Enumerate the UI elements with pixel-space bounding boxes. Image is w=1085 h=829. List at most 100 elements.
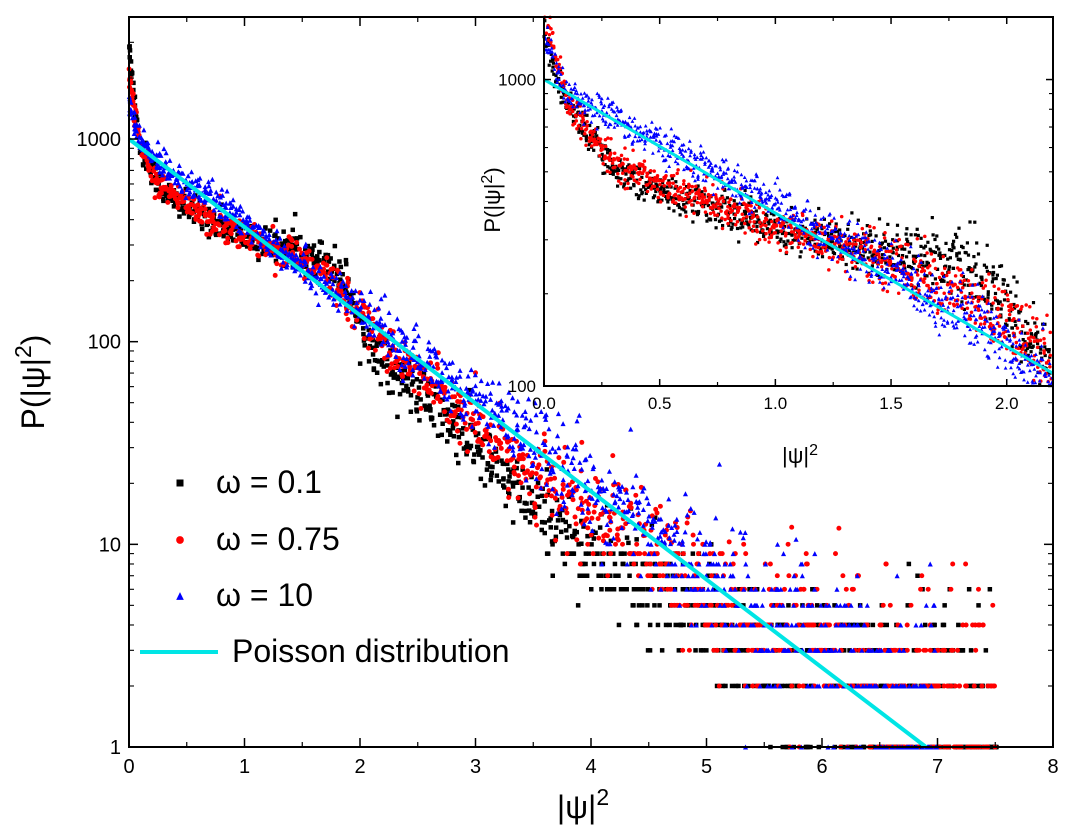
data-point <box>960 648 965 653</box>
data-point <box>975 683 981 689</box>
data-point <box>235 244 241 250</box>
data-point <box>274 261 280 267</box>
data-point <box>833 551 838 557</box>
data-point <box>560 551 566 556</box>
data-point <box>399 372 405 378</box>
data-point <box>649 522 655 528</box>
data-point <box>857 622 862 628</box>
data-point <box>757 205 762 210</box>
data-point <box>538 485 544 491</box>
data-point <box>718 196 722 201</box>
data-point <box>904 647 910 653</box>
data-point <box>968 292 972 296</box>
data-point <box>674 201 678 205</box>
data-point <box>619 551 624 556</box>
data-point <box>754 220 759 224</box>
data-point <box>923 234 927 239</box>
data-point <box>179 189 185 194</box>
data-point <box>931 233 935 237</box>
data-point <box>671 181 675 185</box>
data-point <box>991 265 995 269</box>
data-point <box>572 514 578 520</box>
data-point <box>813 242 817 246</box>
data-point <box>962 307 966 311</box>
data-point <box>390 370 395 376</box>
data-point <box>631 175 635 179</box>
data-point <box>165 199 171 205</box>
data-point <box>583 131 587 136</box>
data-point <box>888 255 892 259</box>
data-point <box>586 147 591 151</box>
data-point <box>235 232 240 237</box>
data-point <box>410 379 416 384</box>
data-point <box>619 181 623 186</box>
data-point <box>520 467 525 472</box>
data-point <box>521 424 527 430</box>
data-point <box>309 283 315 288</box>
data-point <box>672 522 678 528</box>
data-point <box>451 419 456 424</box>
data-point <box>733 622 739 628</box>
data-point <box>623 146 627 150</box>
data-point <box>575 483 581 489</box>
data-point <box>564 510 570 516</box>
data-point <box>389 361 395 367</box>
data-point <box>966 587 972 592</box>
data-point <box>932 622 937 628</box>
data-point <box>593 530 598 535</box>
data-point <box>339 283 345 289</box>
data-point <box>658 200 663 204</box>
data-point <box>559 494 565 500</box>
data-point <box>457 440 463 446</box>
data-point <box>675 171 679 176</box>
data-point <box>607 158 612 163</box>
data-point <box>878 622 884 628</box>
data-point <box>823 622 829 628</box>
data-point <box>425 393 431 398</box>
data-point <box>691 220 695 224</box>
data-point <box>374 370 380 375</box>
data-point <box>636 197 641 201</box>
data-point <box>382 292 388 298</box>
data-point <box>1013 319 1017 323</box>
data-point <box>834 222 838 226</box>
data-point <box>392 372 398 377</box>
data-point <box>585 541 591 547</box>
data-point <box>721 224 725 228</box>
data-point <box>860 226 865 231</box>
data-point <box>730 551 736 557</box>
data-point <box>647 573 653 579</box>
data-point <box>674 197 678 201</box>
data-point <box>631 587 637 592</box>
data-point <box>767 230 772 234</box>
data-point <box>621 169 625 173</box>
data-point <box>639 188 643 192</box>
data-point <box>453 379 459 384</box>
data-point <box>798 255 802 259</box>
data-point <box>767 240 771 244</box>
data-point <box>499 403 505 409</box>
data-point <box>880 253 884 257</box>
data-point <box>494 459 499 464</box>
data-point <box>376 321 382 327</box>
data-point <box>435 379 441 385</box>
data-point <box>901 260 906 264</box>
data-point <box>168 183 174 189</box>
data-point <box>361 336 367 341</box>
data-point <box>892 268 896 272</box>
data-point <box>492 410 498 416</box>
data-point <box>666 185 670 189</box>
data-point <box>556 455 562 461</box>
data-point <box>750 229 755 233</box>
data-point <box>667 191 672 196</box>
data-point <box>843 234 847 238</box>
data-point <box>399 380 405 386</box>
data-point <box>351 323 357 329</box>
data-point <box>448 408 454 414</box>
data-point <box>877 273 881 277</box>
data-point <box>688 188 692 192</box>
data-point <box>161 196 166 202</box>
data-point <box>603 171 607 175</box>
data-point <box>418 406 424 411</box>
data-point <box>132 114 138 120</box>
